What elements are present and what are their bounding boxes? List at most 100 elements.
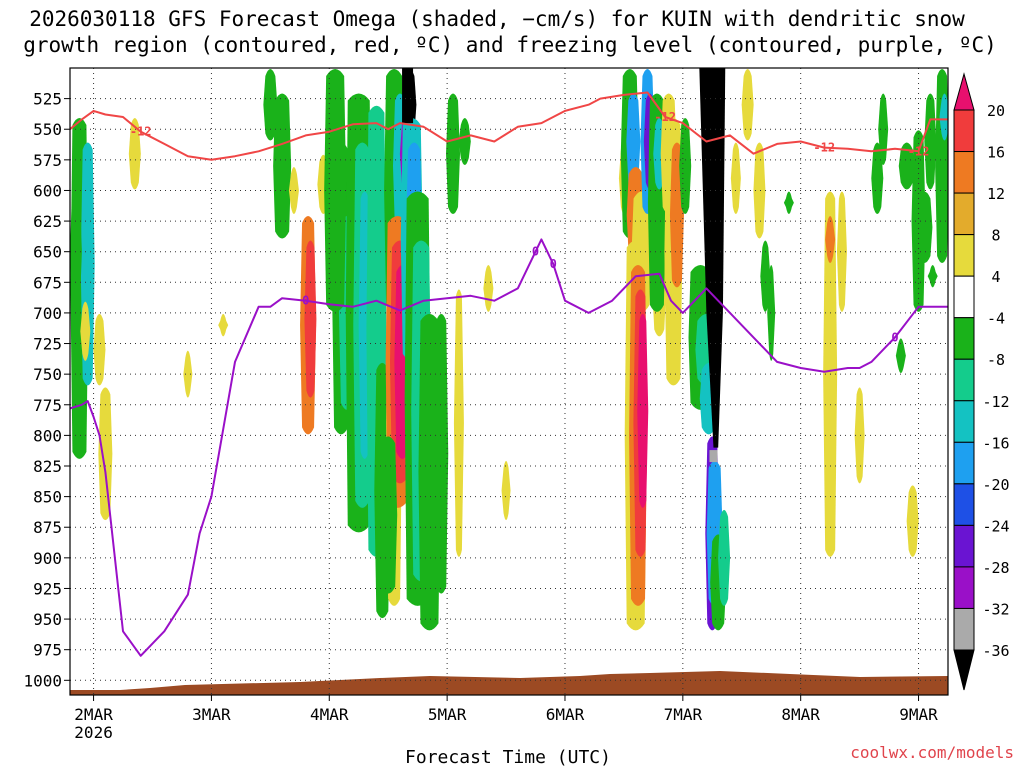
omega-shading-cell <box>783 191 794 214</box>
freezing-level-contour-label: 0 <box>532 245 539 259</box>
colorbar-swatch <box>953 524 975 568</box>
omega-shading-cell <box>288 166 299 214</box>
colorbar-label: -16 <box>982 434 1009 452</box>
y-tick-label: 725 <box>33 335 62 354</box>
omega-shading-cell <box>854 387 865 484</box>
y-tick-label: 600 <box>33 181 62 200</box>
colorbar-label: 8 <box>991 227 1000 245</box>
x-tick-label: 9MAR <box>899 705 938 724</box>
plot-background <box>70 68 948 695</box>
freezing-level-contour-label: 0 <box>891 330 898 344</box>
y-tick-label: 525 <box>33 90 62 109</box>
omega-shading-cell <box>453 289 464 557</box>
colorbar-swatch <box>953 151 975 194</box>
x-tick-label: 6MAR <box>546 705 585 724</box>
colorbar-label: -36 <box>982 642 1009 660</box>
omega-shading-cell <box>626 93 641 190</box>
omega-shading-cell <box>825 215 836 263</box>
omega-core-black <box>402 68 414 124</box>
dendritic-contour-label: -12 <box>654 110 676 124</box>
y-tick-label: 900 <box>33 549 62 568</box>
omega-shading-cell <box>741 69 754 141</box>
chart-title-line-1: 2026030118 GFS Forecast Omega (shaded, −… <box>29 7 965 31</box>
omega-shading-cell <box>93 313 106 386</box>
colorbar-swatch <box>953 317 975 360</box>
omega-shading-cell <box>924 93 937 190</box>
x-tick-label: 2MAR <box>74 705 113 724</box>
omega-shading-cell <box>446 93 461 214</box>
y-tick-label: 550 <box>33 120 62 139</box>
omega-shading-cell <box>98 387 113 521</box>
omega-shading-cell <box>637 313 649 508</box>
omega-shading-cell <box>183 350 193 398</box>
colorbar-swatch <box>953 566 975 609</box>
colorbar-label: -8 <box>987 351 1005 369</box>
y-tick-label: 875 <box>33 518 62 537</box>
x-tick-label: 8MAR <box>781 705 820 724</box>
omega-shading-cell <box>379 436 398 594</box>
colorbar-label: 12 <box>987 185 1005 203</box>
omega-shading-cell <box>128 117 141 190</box>
dendritic-contour-label: -12 <box>908 144 930 158</box>
x-axis-label: Forecast Time (UTC) <box>405 747 611 768</box>
omega-shading-cell <box>718 509 731 606</box>
freezing-level-contour-label: 0 <box>550 257 557 271</box>
omega-shading-cell <box>898 142 915 190</box>
colorbar-swatch <box>953 109 975 153</box>
y-tick-label: 625 <box>33 212 62 231</box>
y-tick-label: 575 <box>33 151 62 170</box>
colorbar: 20 16 12 8 4 -4 -8 -12 -16 -20 -24 -28 -32 -36 <box>953 72 1010 691</box>
credit-link[interactable]: coolwx.com/models <box>850 743 1014 762</box>
y-tick-label: 950 <box>33 610 62 629</box>
terrain-surface <box>70 671 948 695</box>
omega-shading-cell <box>753 142 766 239</box>
omega-shading-cell <box>263 69 278 141</box>
x-tick-sublabel: 2026 <box>74 723 113 742</box>
omega-core-gray <box>709 450 718 463</box>
y-axis: 525 550 575 600 625 650 675 700 725 750 775 800 825 8… <box>23 90 70 690</box>
colorbar-swatch <box>953 483 975 526</box>
omega-shading-cell <box>434 313 449 594</box>
omega-shading-cell <box>679 117 692 214</box>
omega-shading-cell <box>767 264 776 361</box>
colorbar-label: 4 <box>991 268 1000 286</box>
y-tick-label: 700 <box>33 304 62 323</box>
y-tick-label: 800 <box>33 426 62 445</box>
y-tick-label: 775 <box>33 396 62 415</box>
dendritic-contour-label: -12 <box>130 125 152 139</box>
colorbar-label: -32 <box>982 600 1009 618</box>
colorbar-swatch <box>953 192 975 236</box>
chart-title-line-2: growth region (contoured, red, ºC) and f… <box>23 33 997 57</box>
x-tick-label: 3MAR <box>192 705 231 724</box>
omega-shading-cell <box>730 142 741 214</box>
colorbar-swatch <box>953 607 975 651</box>
y-tick-label: 750 <box>33 365 62 384</box>
y-tick-label: 825 <box>33 457 62 476</box>
colorbar-swatch <box>953 441 975 485</box>
colorbar-label: -28 <box>982 559 1009 577</box>
omega-shading-cell <box>878 93 889 165</box>
omega-shading-cell <box>836 191 847 312</box>
colorbar-swatch <box>953 358 975 402</box>
omega-shading-cell <box>871 142 884 214</box>
dendritic-contour-line <box>70 91 948 161</box>
omega-shading-cell <box>418 313 441 631</box>
freezing-level-contour-label: 0 <box>302 294 309 308</box>
colorbar-label: -12 <box>982 393 1009 411</box>
colorbar-label: -4 <box>987 310 1005 328</box>
x-tick-label: 4MAR <box>310 705 349 724</box>
colorbar-label: -20 <box>982 476 1009 494</box>
omega-shading-cell <box>304 240 317 398</box>
y-tick-label: 925 <box>33 579 62 598</box>
colorbar-swatch <box>953 400 975 443</box>
colorbar-swatch <box>953 275 975 319</box>
dendritic-contour-label: -12 <box>813 141 835 155</box>
colorbar-arrow-bottom <box>953 649 975 691</box>
omega-shading-cell <box>906 485 919 557</box>
omega-shading-cell <box>895 338 906 374</box>
y-tick-label: 850 <box>33 488 62 507</box>
